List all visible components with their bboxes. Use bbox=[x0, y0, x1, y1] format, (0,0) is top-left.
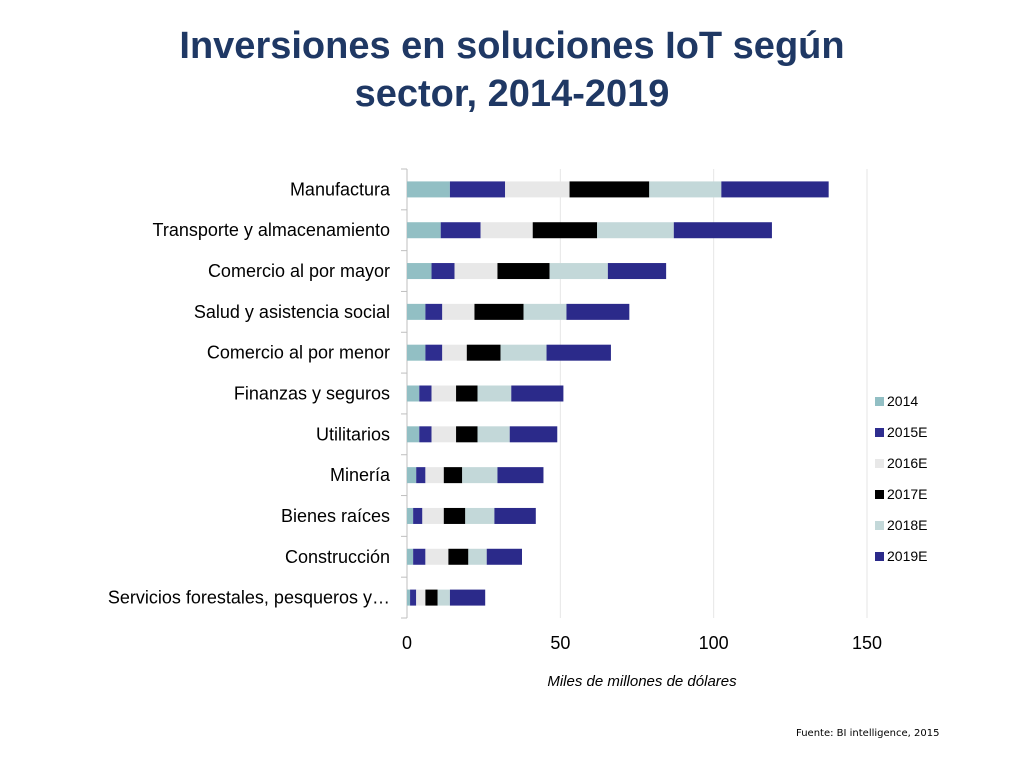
legend-swatch bbox=[875, 521, 884, 530]
category-label: Finanzas y seguros bbox=[234, 384, 390, 404]
bar-segment bbox=[480, 222, 533, 239]
category-label: Construcción bbox=[285, 547, 390, 567]
bar-segment bbox=[407, 263, 432, 280]
bar-segment bbox=[419, 426, 432, 443]
bar-segment bbox=[425, 344, 443, 361]
bar-segment bbox=[407, 589, 411, 606]
bar-segment bbox=[407, 385, 420, 402]
category-label: Manufactura bbox=[290, 179, 391, 199]
bar-segment bbox=[649, 181, 722, 198]
bar-segment bbox=[407, 344, 426, 361]
bar-segment bbox=[494, 507, 536, 524]
bar-segment bbox=[497, 467, 544, 484]
bar-segment bbox=[454, 263, 498, 280]
bar-segment bbox=[597, 222, 674, 239]
bar-segment bbox=[416, 589, 426, 606]
bar-segment bbox=[422, 507, 444, 524]
bar-segment bbox=[466, 344, 501, 361]
legend-swatch bbox=[875, 397, 884, 406]
bar-segment bbox=[407, 507, 414, 524]
chart-title-line-1: Inversiones en soluciones IoT según bbox=[179, 25, 845, 67]
legend-swatch bbox=[875, 490, 884, 499]
x-tick-label: 50 bbox=[550, 633, 570, 653]
bar-segment bbox=[407, 181, 450, 198]
bar-segment bbox=[431, 385, 457, 402]
bar-segment bbox=[549, 263, 608, 280]
legend-label: 2016E bbox=[887, 455, 927, 471]
category-label: Comercio al por menor bbox=[207, 343, 390, 363]
bar-segment bbox=[477, 426, 510, 443]
bar-segment bbox=[456, 426, 478, 443]
category-label: Salud y asistencia social bbox=[194, 302, 390, 322]
bar-segment bbox=[442, 344, 467, 361]
legend-swatch bbox=[875, 552, 884, 561]
category-label: Bienes raíces bbox=[281, 506, 390, 526]
bar-segment bbox=[462, 467, 498, 484]
category-label: Comercio al por mayor bbox=[208, 261, 390, 281]
bar-segment bbox=[419, 385, 432, 402]
bar-segment bbox=[407, 426, 420, 443]
bar-segment bbox=[673, 222, 772, 239]
bar-segment bbox=[465, 507, 495, 524]
bar-segment bbox=[431, 426, 457, 443]
legend-label: 2017E bbox=[887, 486, 927, 502]
bar-segment bbox=[416, 467, 426, 484]
bar-segment bbox=[546, 344, 611, 361]
bar-segment bbox=[425, 548, 449, 565]
source-note: Fuente: BI intelligence, 2015 bbox=[796, 728, 940, 739]
bar-segment bbox=[449, 589, 486, 606]
bar-segment bbox=[569, 181, 650, 198]
legend-swatch bbox=[875, 459, 884, 468]
category-label: Transporte y almacenamiento bbox=[153, 220, 390, 240]
bar-segment bbox=[437, 589, 450, 606]
bar-segment bbox=[607, 263, 667, 280]
bar-segment bbox=[440, 222, 481, 239]
x-tick-label: 0 bbox=[402, 633, 412, 653]
bar-segment bbox=[410, 589, 417, 606]
bar-segment bbox=[456, 385, 478, 402]
bar-segment bbox=[413, 548, 426, 565]
bar-segment bbox=[468, 548, 487, 565]
bar-segment bbox=[407, 548, 414, 565]
chart-title-line-2: sector, 2014-2019 bbox=[354, 73, 670, 115]
bar-segment bbox=[474, 303, 524, 320]
legend-label: 2018E bbox=[887, 517, 927, 533]
bar-segment bbox=[443, 507, 466, 524]
legend-label: 2019E bbox=[887, 548, 927, 564]
legend-label: 2014 bbox=[887, 393, 918, 409]
bar-segment bbox=[486, 548, 522, 565]
bar-segment bbox=[500, 344, 547, 361]
bar-segment bbox=[497, 263, 550, 280]
bar-segment bbox=[505, 181, 570, 198]
bar-segment bbox=[431, 263, 455, 280]
bar-segment bbox=[425, 303, 443, 320]
bar-segment bbox=[721, 181, 829, 198]
bar-segment bbox=[407, 222, 441, 239]
x-axis-title: Miles de millones de dólares bbox=[547, 673, 737, 690]
bar-segment bbox=[532, 222, 598, 239]
bar-segment bbox=[509, 426, 558, 443]
bar-segment bbox=[477, 385, 512, 402]
bar-segment bbox=[413, 507, 423, 524]
x-tick-label: 150 bbox=[852, 633, 882, 653]
bar-segment bbox=[425, 589, 438, 606]
x-tick-label: 100 bbox=[699, 633, 729, 653]
bar-segment bbox=[443, 467, 463, 484]
category-label: Minería bbox=[330, 465, 391, 485]
bar-segment bbox=[407, 467, 417, 484]
legend-swatch bbox=[875, 428, 884, 437]
bar-segment bbox=[449, 181, 506, 198]
chart-title: Inversiones en soluciones IoT según sect… bbox=[0, 22, 1024, 118]
bar-segment bbox=[407, 303, 426, 320]
legend-label: 2015E bbox=[887, 424, 927, 440]
bar-segment bbox=[566, 303, 630, 320]
bar-segment bbox=[425, 467, 444, 484]
bar-segment bbox=[448, 548, 469, 565]
bar-segment bbox=[442, 303, 475, 320]
bar-segment bbox=[523, 303, 567, 320]
category-label: Servicios forestales, pesqueros y… bbox=[108, 588, 390, 608]
bar-segment bbox=[511, 385, 564, 402]
category-label: Utilitarios bbox=[316, 424, 390, 444]
